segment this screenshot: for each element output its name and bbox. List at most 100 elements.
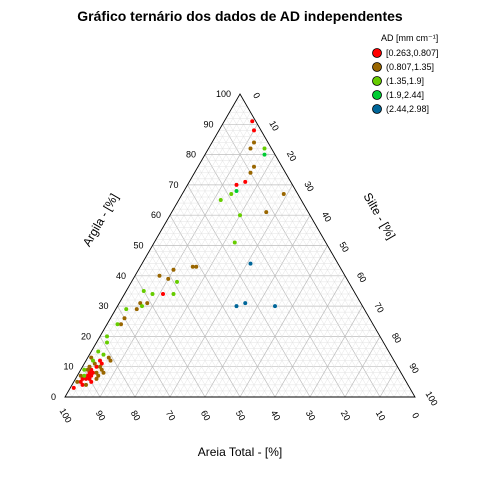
data-point: [80, 382, 85, 387]
data-point: [101, 352, 106, 357]
legend-label: [0.263,0.807]: [386, 48, 439, 58]
data-point: [234, 304, 239, 309]
data-point: [78, 373, 83, 378]
grid-line-silt: [246, 251, 332, 398]
data-point: [248, 261, 253, 266]
data-point: [105, 334, 109, 339]
bottom-tick-label: 60: [199, 409, 213, 423]
left-tick-label: 60: [151, 210, 161, 220]
grid-line-sand: [127, 287, 192, 398]
data-point: [281, 191, 286, 196]
data-point: [115, 322, 120, 327]
data-point: [229, 191, 234, 196]
data-point: [96, 349, 101, 354]
data-point: [262, 152, 267, 157]
data-point: [87, 370, 92, 375]
grid-line-sand: [99, 336, 136, 398]
data-point: [122, 316, 127, 321]
grid-line-silt: [379, 366, 398, 398]
data-point: [243, 301, 248, 306]
grid-line-sand: [68, 390, 73, 398]
data-point: [134, 307, 139, 312]
grid-line-silt: [344, 336, 381, 398]
grid-line-sand: [138, 269, 213, 398]
legend-title: AD [mm cm⁻¹]: [381, 33, 438, 43]
grid-line-sand: [117, 305, 171, 398]
grid-line-sand: [96, 342, 129, 398]
data-point: [218, 198, 223, 203]
left-tick-label: 70: [168, 180, 178, 190]
grid-line-sand: [222, 124, 381, 398]
grid-line-silt: [127, 148, 272, 398]
data-point: [82, 373, 87, 378]
left-axis-title: Argila - [%]: [80, 191, 121, 249]
grid-line-silt: [302, 299, 360, 398]
data-point: [190, 264, 195, 269]
grid-line-silt: [281, 281, 349, 398]
data-point: [82, 367, 87, 372]
data-points: [71, 119, 286, 390]
grid-line-silt: [155, 172, 286, 398]
legend: AD [mm cm⁻¹] [0.263,0.807] (0.807,1.35] (1…: [372, 33, 439, 114]
data-point: [71, 385, 76, 390]
bottom-tick-label: 40: [269, 409, 283, 423]
grid-line-sand: [113, 312, 164, 398]
grid-line-silt: [183, 196, 300, 398]
data-point: [234, 188, 239, 193]
chart-title: Gráfico ternário dos dados de AD indepen…: [77, 8, 403, 24]
grid-line-sand: [201, 160, 339, 398]
legend-marker: [372, 48, 382, 58]
data-point: [119, 322, 123, 327]
grid-line-silt: [267, 269, 342, 398]
grid-line-sand: [145, 257, 227, 398]
right-tick-label: 0: [251, 91, 262, 100]
data-point: [238, 213, 242, 218]
data-point: [175, 279, 179, 284]
data-point: [89, 355, 94, 360]
data-point: [248, 146, 253, 151]
data-point: [89, 367, 94, 372]
grid-line-silt: [393, 378, 405, 398]
bottom-tick-label: 30: [304, 409, 318, 423]
grid-line-sand: [194, 172, 325, 398]
data-point: [248, 170, 253, 175]
right-tick-label: 30: [302, 180, 316, 194]
bottom-axis-title: Areia Total - [%]: [198, 445, 282, 459]
grid-line-sand: [229, 112, 395, 398]
data-point: [98, 358, 102, 363]
grid-line-sand: [92, 348, 122, 398]
grid-line-silt: [365, 354, 391, 398]
data-point: [234, 182, 239, 187]
data-point: [96, 373, 101, 378]
grid: [68, 99, 412, 398]
data-point: [91, 358, 95, 363]
right-tick-label: 40: [320, 210, 334, 224]
left-tick-label: 80: [186, 150, 196, 160]
data-point: [80, 376, 85, 381]
grid-line-silt: [337, 330, 377, 398]
data-point: [264, 210, 269, 215]
data-point: [98, 364, 102, 369]
bottom-tick-label: 80: [129, 409, 143, 423]
grid-line-silt: [400, 384, 409, 398]
grid-line-sand: [124, 293, 185, 398]
grid-line-silt: [351, 342, 384, 398]
data-point: [94, 364, 99, 369]
data-point: [250, 119, 255, 124]
data-point: [166, 276, 171, 281]
grid-line-sand: [155, 239, 248, 398]
data-point: [99, 361, 104, 366]
legend-label: (1.9,2.44]: [386, 90, 424, 100]
grid-line-silt: [330, 324, 374, 398]
legend-marker: [372, 76, 382, 86]
grid-line-silt: [232, 239, 325, 398]
data-point: [84, 376, 88, 381]
grid-line-sand: [162, 227, 262, 398]
grid-line-sand: [173, 209, 283, 398]
right-tick-label: 10: [267, 119, 281, 133]
grid-line-sand: [159, 233, 255, 398]
grid-line-silt: [407, 390, 412, 398]
